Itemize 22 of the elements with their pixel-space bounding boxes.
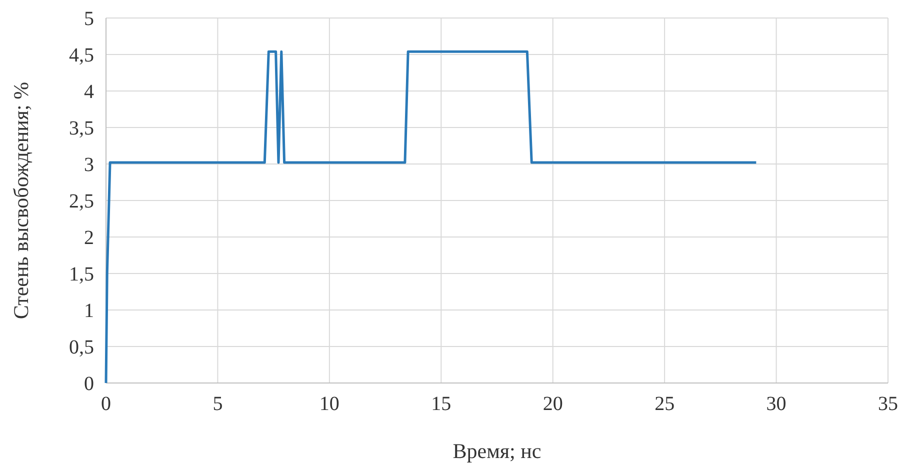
x-axis-title: Время; нс xyxy=(452,439,542,463)
x-tick-label: 15 xyxy=(431,393,452,415)
y-tick-label: 3 xyxy=(84,154,94,176)
y-tick-label: 2,5 xyxy=(69,190,94,212)
y-tick-label: 5 xyxy=(84,8,94,30)
y-tick-label: 2 xyxy=(84,227,94,249)
x-tick-label: 30 xyxy=(766,393,786,415)
y-tick-label: 0 xyxy=(84,373,94,395)
x-tick-label: 10 xyxy=(319,393,340,415)
x-tick-label: 25 xyxy=(654,393,675,415)
y-tick-label: 4 xyxy=(84,81,94,103)
y-axis-title: Стеень высвобождения; % xyxy=(9,82,33,320)
y-tick-label: 3,5 xyxy=(69,118,94,140)
y-tick-label: 1 xyxy=(84,300,94,322)
x-tick-label: 35 xyxy=(878,393,898,415)
x-tick-label: 5 xyxy=(212,393,223,415)
y-tick-label: 4,5 xyxy=(69,44,94,66)
y-tick-label: 1,5 xyxy=(69,264,94,286)
x-tick-label: 0 xyxy=(101,393,111,415)
y-tick-label: 0,5 xyxy=(69,336,94,358)
x-tick-label: 20 xyxy=(542,393,563,415)
line-series xyxy=(104,50,758,384)
